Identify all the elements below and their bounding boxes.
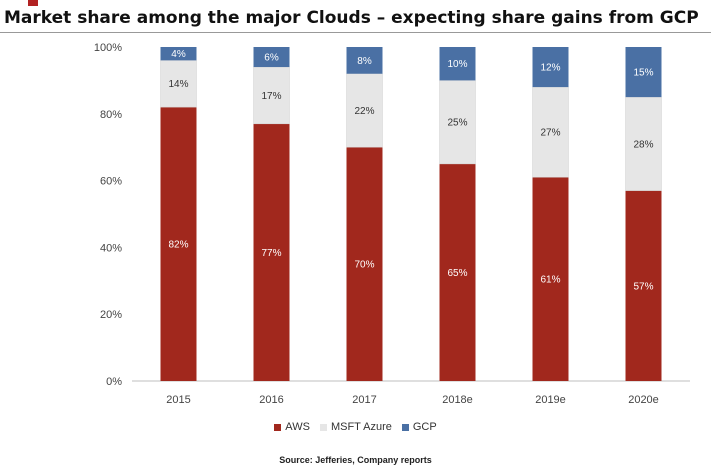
data-label: 17% xyxy=(261,91,281,102)
x-tick-label: 2016 xyxy=(259,394,283,406)
legend-swatch xyxy=(274,423,282,431)
data-label: 15% xyxy=(633,68,653,79)
bar-msft-azure-2017 xyxy=(346,73,383,148)
x-tick-label: 2015 xyxy=(166,394,190,406)
legend-item: AWS xyxy=(274,421,310,433)
y-tick-label: 80% xyxy=(100,109,122,121)
data-label: 27% xyxy=(540,128,560,139)
y-tick-label: 60% xyxy=(100,176,122,188)
data-label: 12% xyxy=(540,63,560,74)
source-note: Source: Jefferies, Company reports xyxy=(279,455,432,465)
data-label: 65% xyxy=(447,268,467,279)
data-label: 25% xyxy=(447,118,467,129)
legend-label: AWS xyxy=(285,421,310,433)
y-tick-label: 100% xyxy=(94,42,122,54)
bar-gcp-2020e xyxy=(625,47,662,98)
bar-gcp-2018e xyxy=(439,47,476,81)
data-label: 28% xyxy=(633,139,653,150)
bar-gcp-2015 xyxy=(160,47,197,61)
bar-msft-azure-2019e xyxy=(532,86,569,178)
data-label: 6% xyxy=(264,53,279,64)
bar-gcp-2016 xyxy=(253,47,290,68)
legend-item: GCP xyxy=(401,421,437,433)
data-label: 10% xyxy=(447,59,467,70)
title-divider xyxy=(0,32,711,33)
bar-aws-2020e xyxy=(625,190,662,381)
data-label: 22% xyxy=(354,106,374,117)
bar-aws-2015 xyxy=(160,107,197,382)
bar-aws-2016 xyxy=(253,123,290,381)
data-label: 61% xyxy=(540,275,560,286)
chart-legend: AWS MSFT Azure GCP xyxy=(0,421,711,434)
stacked-bar-chart: 0% 20% 40% 60% 80% 100% 82% 14% 4% 2015 77% 17% 6% 20… xyxy=(94,42,690,406)
x-tick-label: 2019e xyxy=(535,394,566,406)
data-label: 57% xyxy=(633,281,653,292)
data-label: 4% xyxy=(171,49,186,60)
bar-aws-2017 xyxy=(346,147,383,381)
data-label: 14% xyxy=(168,79,188,90)
bar-aws-2018e xyxy=(439,163,476,381)
data-label: 82% xyxy=(168,240,188,251)
legend-swatch xyxy=(401,423,409,431)
legend-label: MSFT Azure xyxy=(330,421,392,433)
chart-title: Market share among the major Clouds – ex… xyxy=(4,8,699,28)
bar-msft-azure-2016 xyxy=(253,66,290,125)
legend-swatch xyxy=(319,423,327,431)
legend-item: MSFT Azure xyxy=(319,421,392,433)
y-tick-label: 40% xyxy=(100,242,122,254)
y-tick-label: 0% xyxy=(106,376,122,388)
data-label: 77% xyxy=(261,248,281,259)
bar-msft-azure-2018e xyxy=(439,80,476,165)
y-tick-label: 20% xyxy=(100,309,122,321)
data-label: 70% xyxy=(354,260,374,271)
data-label: 8% xyxy=(357,56,372,67)
bar-gcp-2019e xyxy=(532,47,569,88)
x-tick-label: 2018e xyxy=(442,394,473,406)
x-tick-label: 2017 xyxy=(352,394,376,406)
legend-label: GCP xyxy=(412,421,437,433)
bar-msft-azure-2020e xyxy=(625,96,662,191)
title-accent-bar xyxy=(28,0,38,6)
bar-gcp-2017 xyxy=(346,47,383,74)
x-tick-label: 2020e xyxy=(628,394,659,406)
bar-aws-2019e xyxy=(532,177,569,381)
